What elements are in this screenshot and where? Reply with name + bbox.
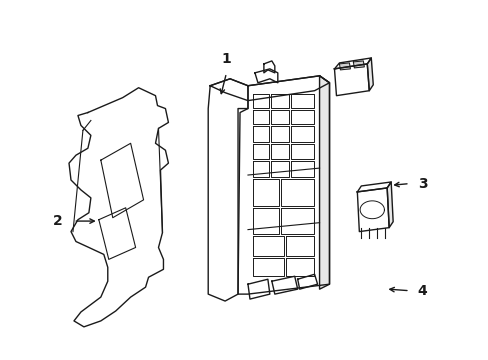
Polygon shape	[334, 64, 368, 96]
Polygon shape	[285, 235, 313, 256]
Polygon shape	[290, 94, 313, 108]
Polygon shape	[252, 126, 268, 142]
Polygon shape	[290, 161, 313, 177]
Polygon shape	[101, 143, 143, 218]
Polygon shape	[357, 182, 390, 192]
Polygon shape	[252, 235, 283, 256]
Polygon shape	[252, 179, 278, 206]
Text: 4: 4	[417, 284, 427, 298]
Polygon shape	[208, 79, 247, 301]
Text: 3: 3	[417, 176, 427, 190]
Polygon shape	[270, 109, 288, 125]
Polygon shape	[353, 61, 364, 68]
Polygon shape	[252, 94, 268, 108]
Polygon shape	[290, 109, 313, 125]
Polygon shape	[290, 126, 313, 142]
Polygon shape	[319, 76, 329, 289]
Polygon shape	[270, 94, 288, 108]
Polygon shape	[252, 144, 268, 159]
Polygon shape	[271, 276, 297, 294]
Polygon shape	[270, 161, 288, 177]
Polygon shape	[252, 208, 278, 234]
Polygon shape	[334, 58, 370, 69]
Polygon shape	[254, 69, 277, 83]
Polygon shape	[270, 144, 288, 159]
Polygon shape	[297, 274, 317, 289]
Polygon shape	[99, 208, 135, 260]
Polygon shape	[210, 76, 329, 100]
Polygon shape	[252, 109, 268, 125]
Text: 1: 1	[221, 51, 231, 66]
Polygon shape	[280, 208, 313, 234]
Polygon shape	[252, 258, 283, 276]
Polygon shape	[238, 76, 329, 294]
Polygon shape	[357, 188, 388, 231]
Polygon shape	[339, 63, 350, 70]
Polygon shape	[247, 279, 269, 299]
Polygon shape	[290, 144, 313, 159]
Polygon shape	[69, 88, 168, 327]
Polygon shape	[386, 182, 392, 228]
Polygon shape	[252, 161, 268, 177]
Polygon shape	[264, 61, 274, 73]
Polygon shape	[366, 58, 372, 91]
Polygon shape	[270, 126, 288, 142]
Text: 2: 2	[52, 214, 62, 228]
Polygon shape	[285, 258, 313, 276]
Polygon shape	[280, 179, 313, 206]
